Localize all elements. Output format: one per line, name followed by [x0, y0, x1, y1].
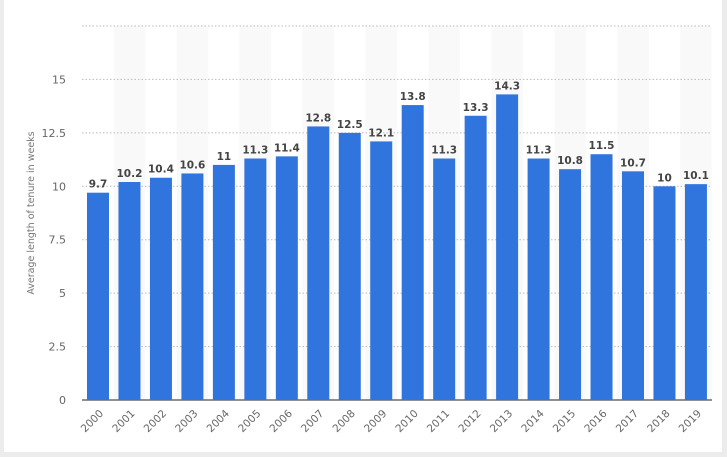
- y-tick-label: 0: [59, 394, 66, 407]
- bar: [370, 141, 393, 401]
- data-label: 10.7: [620, 157, 646, 169]
- data-label: 12.1: [368, 127, 394, 139]
- data-label: 13.3: [463, 102, 489, 114]
- y-tick-label: 12.5: [42, 127, 67, 140]
- x-tick-label: 2000: [79, 408, 106, 435]
- data-label: 10: [657, 172, 672, 184]
- bar: [118, 182, 141, 400]
- data-label: 11.4: [274, 142, 300, 154]
- x-ticks: 2000 2001 2002 2003 2004 2005 2006 2007 2008 2009…: [79, 407, 704, 435]
- data-label: 10.4: [148, 164, 174, 176]
- y-tick-label: 7.5: [49, 234, 67, 247]
- data-label: 11.3: [431, 145, 457, 157]
- bar: [621, 171, 644, 400]
- bars: [87, 94, 707, 401]
- data-label: 11: [217, 151, 232, 163]
- x-tick-label: 2003: [173, 408, 200, 435]
- y-tick-label: 15: [52, 73, 66, 86]
- bar: [433, 158, 456, 400]
- data-label: 12.8: [305, 112, 331, 124]
- x-tick-label: 2017: [614, 408, 641, 435]
- bar: [527, 158, 550, 400]
- y-ticks: 0 2.5 5 7.5 10 12.5 15: [42, 73, 67, 407]
- x-tick-label: 2009: [362, 408, 389, 435]
- bar: [653, 186, 676, 400]
- data-label: 10.6: [179, 159, 205, 171]
- data-label: 14.3: [494, 80, 520, 92]
- x-tick-label: 2018: [645, 408, 672, 435]
- y-axis-label: Average length of tenure in weeks: [26, 131, 37, 294]
- x-tick-label: 2004: [205, 407, 233, 435]
- x-tick-label: 2012: [456, 408, 483, 435]
- data-label: 10.8: [557, 155, 583, 167]
- bar: [87, 192, 109, 400]
- x-tick-label: 2011: [425, 408, 452, 435]
- x-tick-label: 2008: [330, 408, 357, 435]
- y-tick-label: 2.5: [49, 341, 67, 354]
- y-tick-label: 10: [52, 180, 66, 193]
- bar: [401, 105, 424, 401]
- bar: [149, 177, 172, 400]
- bar: [464, 115, 487, 400]
- bar: [496, 94, 519, 400]
- data-label: 10.1: [683, 170, 709, 182]
- bar: [338, 132, 361, 400]
- data-labels: 9.7 10.2 10.4 10.6 11 11.3 11.4 12.8 12.5 12.1 13.…: [89, 80, 709, 190]
- data-label: 11.3: [242, 145, 268, 157]
- bar: [212, 164, 235, 400]
- x-tick-label: 2001: [110, 408, 137, 435]
- data-label: 9.7: [89, 179, 108, 191]
- bar: [559, 169, 582, 400]
- data-label: 12.5: [337, 119, 363, 131]
- x-tick-label: 2002: [142, 408, 169, 435]
- y-tick-label: 5: [59, 287, 66, 300]
- bar: [244, 158, 267, 400]
- x-tick-label: 2013: [488, 408, 515, 435]
- data-label: 10.2: [117, 168, 143, 180]
- x-tick-label: 2016: [582, 407, 610, 435]
- bar: [181, 173, 204, 400]
- data-label: 11.3: [526, 145, 552, 157]
- x-tick-label: 2006: [268, 407, 296, 435]
- x-tick-label: 2014: [519, 407, 547, 435]
- bar: [590, 154, 613, 400]
- bar: [275, 156, 298, 400]
- bar: [307, 126, 330, 401]
- x-tick-label: 2010: [393, 408, 420, 435]
- x-tick-label: 2007: [299, 408, 326, 435]
- bar: [684, 184, 707, 400]
- data-label: 13.8: [400, 91, 426, 103]
- data-label: 11.5: [589, 140, 615, 152]
- x-tick-label: 2019: [677, 408, 704, 435]
- x-tick-label: 2005: [236, 408, 263, 435]
- x-tick-label: 2015: [551, 408, 578, 435]
